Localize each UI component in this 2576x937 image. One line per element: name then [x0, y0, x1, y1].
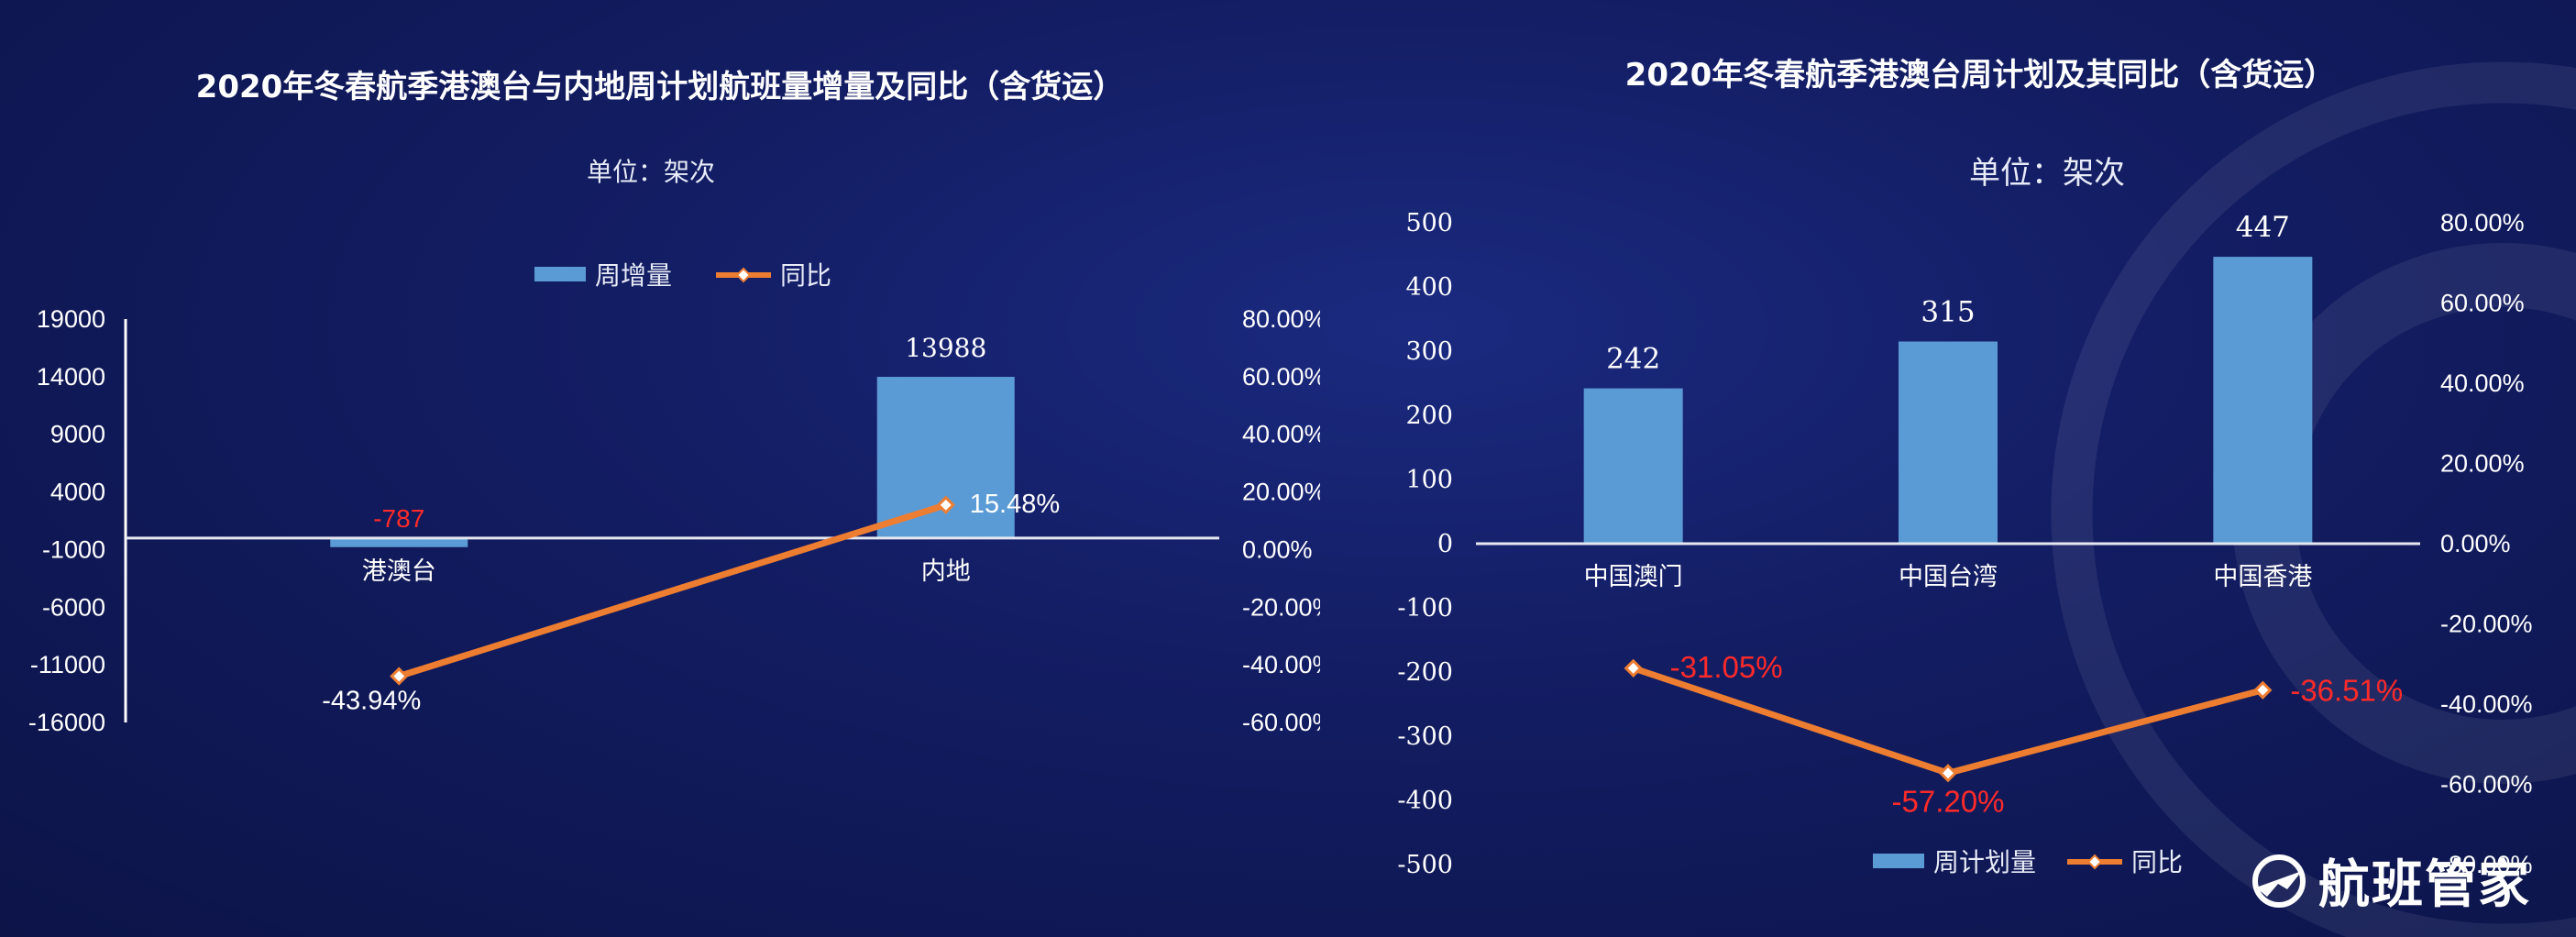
line-data-label: 15.48%: [970, 490, 1060, 519]
y-left-tick-label: 100: [1405, 466, 1453, 494]
y-left-tick-label: -100: [1397, 594, 1453, 623]
legend-bar-label: 周增量: [595, 260, 672, 291]
y-left-tick-label: 500: [1405, 209, 1453, 237]
line-point-marker: [936, 495, 955, 514]
line-data-label: -57.20%: [1892, 784, 2005, 818]
line-同比: [398, 502, 947, 679]
bar-周计划量: [1583, 388, 1683, 544]
line-data-label: -43.94%: [322, 687, 421, 716]
y-right-tick-label: -40.00%: [1242, 651, 1320, 678]
y-right-tick-label: -20.00%: [1242, 593, 1320, 621]
y-right-tick-label: -60.00%: [2440, 771, 2533, 799]
bar-data-label: 13988: [905, 333, 986, 363]
y-right-tick-label: -20.00%: [2440, 611, 2533, 638]
bar-周计划量: [2213, 257, 2313, 544]
line-point-marker: [2253, 680, 2273, 700]
y-left-tick-label: -11000: [30, 651, 105, 678]
y-left-tick-label: 19000: [37, 305, 105, 333]
y-right-tick-label: 20.00%: [1242, 479, 1320, 506]
y-left-tick-label: -1000: [42, 535, 105, 563]
chart-weekly-increase: 2020年冬春航季港澳台与内地周计划航班量增量及同比（含货运） 单位：架次 1900…: [28, 69, 1320, 736]
bar-data-label: -787: [373, 504, 424, 533]
plane-globe-icon: [2252, 854, 2306, 908]
y-left-tick-label: 300: [1405, 337, 1453, 366]
bar-data-label: 242: [1606, 343, 1660, 376]
x-category-label: 中国澳门: [1584, 563, 1683, 591]
x-category-label: 中国台湾: [1899, 563, 1998, 591]
y-left-tick-label: 0: [1437, 530, 1453, 558]
brand-logo: 航班管家: [2251, 843, 2531, 918]
y-right-tick-label: 40.00%: [1242, 421, 1320, 448]
y-right-tick-label: 40.00%: [2440, 369, 2525, 397]
line-point-marker: [390, 667, 409, 686]
unit-subtitle: 单位：架次: [1969, 155, 2125, 192]
line-point-marker: [1624, 658, 1643, 678]
y-right-tick-label: 0.00%: [1242, 535, 1313, 563]
bar-data-label: 315: [1921, 296, 1975, 329]
x-category-label: 内地: [921, 557, 971, 586]
legend-bar-swatch: [534, 267, 586, 281]
legend-bar-label: 周计划量: [1933, 847, 2036, 877]
legend-line-label: 同比: [780, 260, 831, 291]
x-category-label: 港澳台: [362, 557, 436, 586]
chart-title: 2020年冬春航季港澳台与内地周计划航班量增量及同比（含货运）: [196, 69, 1125, 105]
y-right-tick-label: 60.00%: [2440, 290, 2525, 317]
y-left-tick-label: -16000: [28, 709, 105, 736]
brand-name: 航班管家: [2318, 855, 2531, 915]
y-left-tick-label: 400: [1405, 273, 1453, 302]
legend-line-label: 同比: [2131, 847, 2183, 877]
y-left-tick-label: 14000: [37, 363, 105, 391]
line-point-marker: [1938, 764, 1958, 783]
y-left-tick-label: -200: [1397, 658, 1453, 687]
y-right-tick-label: -60.00%: [1242, 709, 1320, 736]
bar-data-label: 447: [2236, 211, 2290, 244]
y-right-tick-label: -80.00%: [2440, 851, 2533, 878]
y-right-tick-label: 80.00%: [2440, 209, 2525, 237]
y-right-tick-label: 80.00%: [1242, 305, 1320, 333]
y-left-tick-label: -300: [1397, 722, 1453, 751]
line-同比: [1632, 665, 2264, 777]
y-right-tick-label: 60.00%: [1242, 363, 1320, 391]
y-left-tick-label: -500: [1397, 851, 1453, 879]
y-left-tick-label: -400: [1397, 787, 1453, 815]
legend-line-marker: [2086, 854, 2103, 870]
y-right-tick-label: 20.00%: [2440, 450, 2525, 478]
y-left-tick-label: 200: [1405, 402, 1453, 430]
y-left-tick-label: 4000: [50, 479, 105, 506]
chart-title: 2020年冬春航季港澳台周计划及其同比（含货运）: [1625, 57, 2336, 94]
bar-周计划量: [1899, 341, 1998, 544]
chart-weekly-plan: 2020年冬春航季港澳台周计划及其同比（含货运） 单位：架次 500 400 300 20…: [1397, 57, 2533, 879]
legend-bar-swatch: [1873, 854, 1924, 868]
unit-subtitle: 单位：架次: [587, 157, 715, 187]
y-right-tick-label: -40.00%: [2440, 690, 2533, 718]
y-right-tick-label: 0.00%: [2440, 530, 2511, 557]
y-left-tick-label: 9000: [50, 421, 105, 448]
bar-周增量: [330, 537, 468, 547]
line-data-label: -36.51%: [2290, 674, 2403, 708]
x-category-label: 中国香港: [2213, 563, 2312, 591]
line-data-label: -31.05%: [1670, 650, 1783, 684]
y-left-tick-label: -6000: [42, 593, 105, 621]
legend-line-marker: [735, 267, 752, 283]
